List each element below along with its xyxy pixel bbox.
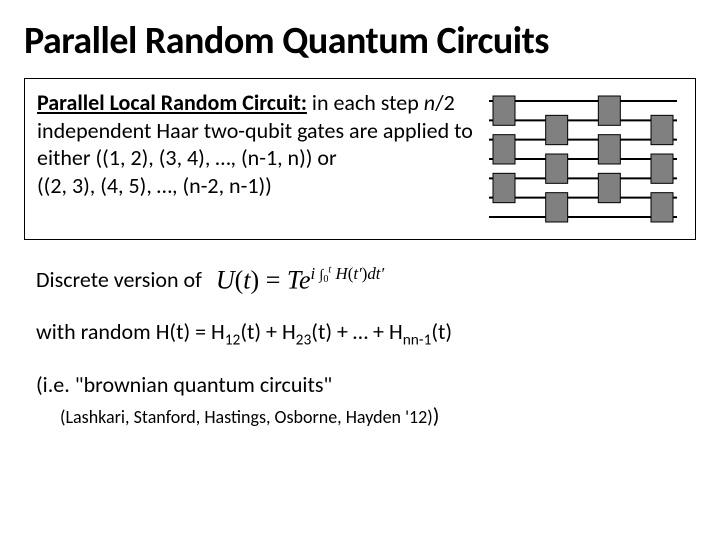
definition-lead: Parallel Local Random Circuit: — [37, 89, 307, 116]
f-eq: = — [259, 266, 287, 295]
rh-s3: nn-1 — [403, 330, 432, 349]
citation-text: (Lashkari, Stanford, Hastings, Osborne, … — [60, 406, 433, 428]
f-T: T — [287, 266, 299, 295]
brownian-note: (i.e. "brownian quantum circuits" — [36, 371, 696, 398]
discrete-row: Discrete version of U(t) = Tei ∫0t H(t′)… — [36, 264, 696, 296]
circuit-diagram — [483, 89, 683, 229]
f-i: i — [310, 264, 315, 283]
f-tp: t′ — [353, 264, 361, 283]
rh-s1: 12 — [225, 330, 241, 349]
rh-prefix: with random H(t) = H — [36, 318, 225, 345]
definition-text: Parallel Local Random Circuit: in each s… — [37, 89, 473, 199]
f-lo: 0 — [323, 274, 328, 285]
f-hi: t — [328, 264, 331, 275]
def-p3: ((2, 3), (4, 5), …, (n-2, n-1)) — [37, 172, 272, 199]
time-evolution-formula: U(t) = Tei ∫0t H(t′)dt′ — [216, 264, 384, 296]
citation: (Lashkari, Stanford, Hastings, Osborne, … — [60, 402, 696, 429]
rh-s2: 23 — [296, 330, 312, 349]
f-dtp: dt′ — [367, 264, 384, 283]
slide-title: Parallel Random Quantum Circuits — [24, 18, 696, 64]
f-U: U — [216, 266, 235, 295]
f-H: H — [335, 264, 347, 283]
random-hamiltonian: with random H(t) = H12(t) + H23(t) + … +… — [36, 318, 696, 349]
rh-m1: (t) + H — [240, 318, 295, 345]
def-p0: in each step — [307, 89, 424, 116]
def-p1: n — [424, 89, 435, 116]
close-paren: ) — [433, 402, 440, 429]
discrete-label: Discrete version of — [36, 266, 202, 293]
rh-suffix: (t) — [431, 318, 452, 345]
f-t: t — [243, 266, 250, 295]
f-e: e — [299, 266, 311, 295]
definition-box: Parallel Local Random Circuit: in each s… — [24, 78, 696, 240]
rh-m2: (t) + … + H — [311, 318, 402, 345]
